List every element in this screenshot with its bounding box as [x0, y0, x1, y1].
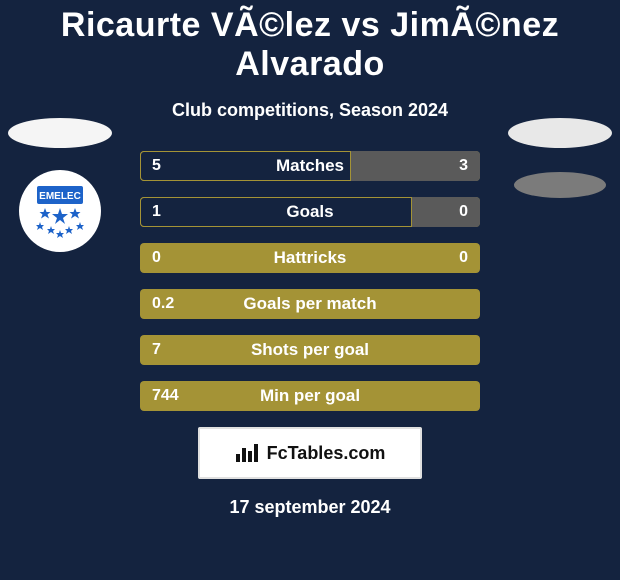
right-player-column: [508, 118, 612, 198]
stat-label: Goals per match: [140, 289, 480, 319]
stat-row: Min per goal744: [140, 381, 480, 411]
left-shadow-oval: [8, 118, 112, 148]
right-shadow-oval-1: [508, 118, 612, 148]
page-title: Ricaurte VÃ©lez vs JimÃ©nez Alvarado: [0, 0, 620, 84]
stat-value-right: 0: [459, 197, 468, 227]
stats-table: Matches53Goals10Hattricks00Goals per mat…: [140, 151, 480, 411]
stat-row: Matches5 3: [140, 151, 480, 181]
right-shadow-oval-2: [514, 172, 606, 198]
stat-value-left: 5: [152, 151, 161, 181]
bars-icon: [235, 442, 261, 464]
stat-value-left: 744: [152, 381, 179, 411]
stat-value-left: 7: [152, 335, 161, 365]
svg-text:EMELEC: EMELEC: [39, 191, 81, 202]
comparison-card: Ricaurte VÃ©lez vs JimÃ©nez Alvarado Clu…: [0, 0, 620, 580]
stat-label: Hattricks: [140, 243, 480, 273]
stat-value-left: 0: [152, 243, 161, 273]
stat-value-left: 0.2: [152, 289, 174, 319]
stat-label: Matches: [140, 151, 480, 181]
date-text: 17 september 2024: [0, 497, 620, 518]
stat-row: Goals1 0: [140, 197, 480, 227]
stat-row: Goals per match0.2: [140, 289, 480, 319]
brand-badge[interactable]: FcTables.com: [198, 427, 422, 479]
stat-row: Hattricks0 0: [140, 243, 480, 273]
left-club-crest: EMELEC: [19, 170, 101, 252]
stat-label: Min per goal: [140, 381, 480, 411]
left-player-column: EMELEC: [8, 118, 112, 252]
emelec-crest-icon: EMELEC: [27, 178, 93, 244]
stat-value-left: 1: [152, 197, 161, 227]
stat-value-right: 3: [459, 151, 468, 181]
brand-text: FcTables.com: [267, 443, 386, 464]
stat-row: Shots per goal7: [140, 335, 480, 365]
stat-value-right: 0: [459, 243, 468, 273]
stat-label: Shots per goal: [140, 335, 480, 365]
stat-label: Goals: [140, 197, 480, 227]
